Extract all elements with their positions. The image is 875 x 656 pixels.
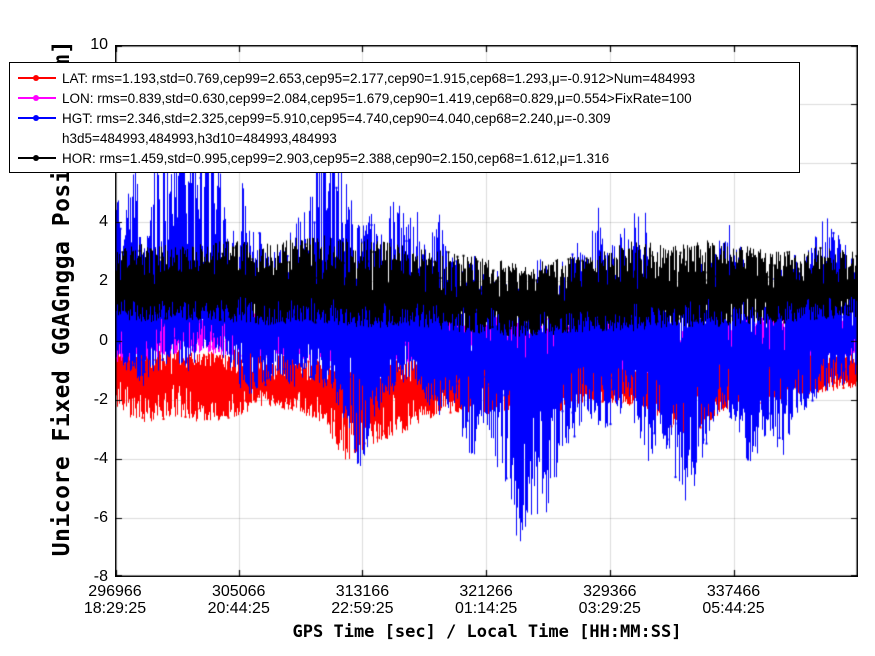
lat-line-marker-icon xyxy=(10,68,62,88)
legend-label: HGT: rms=2.346,std=2.325,cep99=5.910,cep… xyxy=(62,110,611,126)
x-tick-local-time: 18:29:25 xyxy=(83,600,147,617)
legend-entry-hgt: HGT: rms=2.346,std=2.325,cep99=5.910,cep… xyxy=(10,108,799,128)
hor-line-marker-icon xyxy=(10,148,62,168)
lon-line-marker-icon xyxy=(10,88,62,108)
legend-dot xyxy=(33,75,39,81)
x-tick-gps-seconds: 329366 xyxy=(583,583,637,600)
x-tick-label: 313166 22:59:25 xyxy=(297,583,427,617)
legend-label: LON: rms=0.839,std=0.630,cep99=2.084,cep… xyxy=(62,90,692,106)
legend-dot xyxy=(33,115,39,121)
legend-entry-lat: LAT: rms=1.193,std=0.769,cep99=2.653,cep… xyxy=(10,68,799,88)
legend-entry-lon: LON: rms=0.839,std=0.630,cep99=2.084,cep… xyxy=(10,88,799,108)
y-tick-label: 10 xyxy=(90,36,108,53)
y-tick-label: -2 xyxy=(93,390,108,408)
legend-entry-hor: HOR: rms=1.459,std=0.995,cep99=2.903,cep… xyxy=(10,148,799,168)
x-tick-gps-seconds: 337466 xyxy=(706,583,761,600)
legend-label: h3d5=484993,484993,h3d10=484993,484993 xyxy=(62,130,337,146)
x-tick-label: 337466 05:44:25 xyxy=(669,583,799,617)
y-tick-label: 4 xyxy=(99,213,108,231)
x-tick-gps-seconds: 305066 xyxy=(212,583,266,600)
x-axis-label: GPS Time [sec] / Local Time [HH:MM:SS] xyxy=(292,622,682,642)
legend: LAT: rms=1.193,std=0.769,cep99=2.653,cep… xyxy=(9,62,800,173)
x-tick-local-time: 20:44:25 xyxy=(207,600,270,617)
x-tick-gps-seconds: 321266 xyxy=(459,583,513,600)
legend-entry-h3d: h3d5=484993,484993,h3d10=484993,484993 xyxy=(10,128,799,148)
y-tick-label: -6 xyxy=(93,508,108,526)
x-tick-local-time: 22:59:25 xyxy=(331,600,394,617)
x-tick-local-time: 05:44:25 xyxy=(702,600,765,617)
x-tick-label: 305066 20:44:25 xyxy=(174,583,304,617)
legend-dot xyxy=(33,95,39,101)
x-tick-gps-seconds: 296966 xyxy=(88,583,142,600)
x-tick-gps-seconds: 313166 xyxy=(335,583,390,600)
legend-label: LAT: rms=1.193,std=0.769,cep99=2.653,cep… xyxy=(62,70,696,86)
y-tick-label: 2 xyxy=(99,272,108,290)
y-tick-label: -8 xyxy=(93,568,108,585)
hgt-line-marker-icon xyxy=(10,108,62,128)
x-tick-label: 296966 18:29:25 xyxy=(50,583,180,617)
x-tick-local-time: 03:29:25 xyxy=(578,600,641,617)
legend-marker-empty xyxy=(10,128,62,148)
y-tick-label: -4 xyxy=(93,449,108,467)
legend-label: HOR: rms=1.459,std=0.995,cep99=2.903,cep… xyxy=(62,150,610,166)
legend-dot xyxy=(33,155,39,161)
x-tick-label: 329366 03:29:25 xyxy=(545,583,675,617)
y-tick-label: 0 xyxy=(99,331,108,349)
x-tick-label: 321266 01:14:25 xyxy=(421,583,551,617)
x-tick-local-time: 01:14:25 xyxy=(454,600,518,617)
